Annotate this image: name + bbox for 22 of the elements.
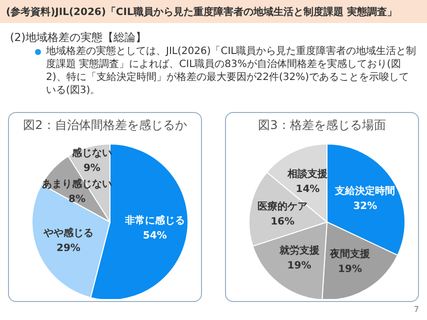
text: (2)地域格差の実態【総論】: [10, 30, 147, 45]
slice-label: 相談支援: [286, 168, 329, 180]
chart-title: 図3：格差を感じる場面: [257, 117, 387, 134]
data-label: 14%: [296, 184, 320, 196]
slice-label: 医療的ケア: [258, 200, 308, 213]
text: 7: [414, 305, 419, 314]
slice-label: 支給決定時間: [334, 184, 396, 197]
data-label: 32%: [353, 200, 378, 212]
text: 地域格差の実態としては、JIL(2026)「CIL職員から見た重度障害者の地域生活と制度課題 実態調査」によれば、CIL職員の83%が自治体間格差を実感しており(図2)、特に「支給決定時間」が格差の最大要因が22件(32%)であることを示唆している(図3)。: [46, 45, 418, 97]
data-label: 16%: [270, 216, 295, 228]
data-label: 54%: [142, 230, 167, 242]
slice-label: 夜間支援: [329, 248, 372, 260]
text: (参考資料)JIL(2026)「CIL職員から見た重度障害者の地域生活と制度課題 実態調査」: [0, 0, 427, 23]
slice-label: やや感じる: [42, 226, 94, 239]
data-label: 9%: [83, 162, 100, 174]
data-label: 8%: [68, 194, 86, 206]
data-label: 29%: [56, 242, 80, 254]
data-label: 19%: [287, 260, 312, 272]
slice-label: 非常に感じる: [124, 214, 185, 227]
slice-label: 就労支援: [278, 244, 320, 257]
data-label: 19%: [338, 264, 362, 275]
chart-title: 図2：自治体間格差を感じるか: [22, 117, 188, 134]
